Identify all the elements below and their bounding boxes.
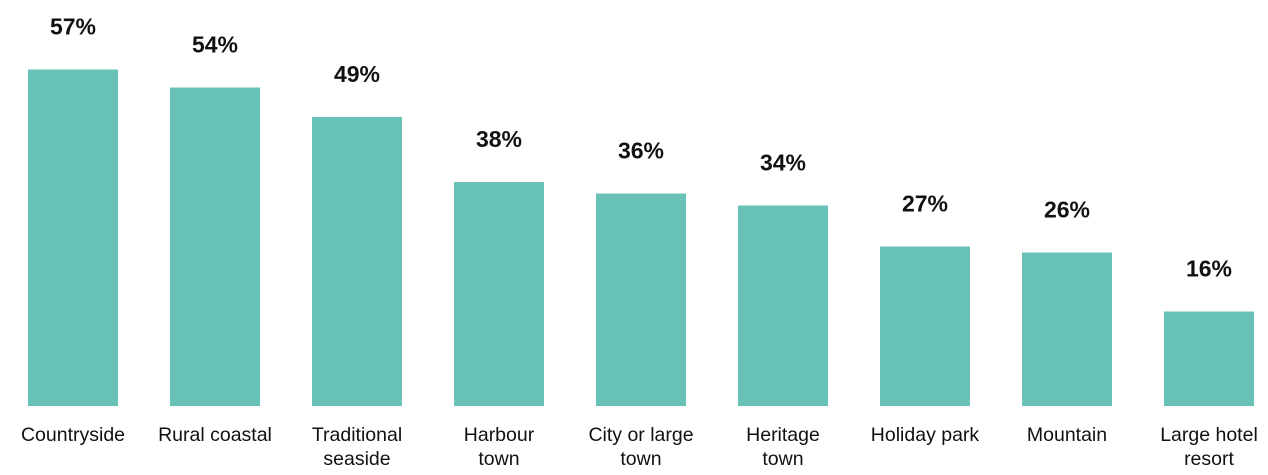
bars-group <box>28 69 1254 407</box>
bar <box>738 205 828 406</box>
data-label: 49% <box>334 61 380 87</box>
category-label: Countryside <box>21 424 125 446</box>
category-label-line: Rural coastal <box>158 424 272 446</box>
category-label-line: Traditional <box>312 424 402 446</box>
category-label-line: Countryside <box>21 424 125 446</box>
category-label: Large hotel resort <box>1160 424 1258 470</box>
category-label-line: Mountain <box>1027 424 1107 446</box>
data-label: 16% <box>1186 256 1232 282</box>
category-label: Holiday park <box>871 424 980 446</box>
category-label-line: town <box>478 448 519 470</box>
category-label: Harbour town <box>464 424 535 470</box>
bar <box>28 69 118 406</box>
category-label: Mountain <box>1027 424 1107 446</box>
data-label: 57% <box>50 14 96 40</box>
category-label-line: seaside <box>323 448 390 470</box>
category-label-line: Large hotel <box>1160 424 1258 446</box>
category-label-line: resort <box>1184 448 1234 470</box>
bar <box>1022 252 1112 406</box>
category-label-line: Harbour <box>464 424 535 446</box>
category-label-line: Heritage <box>746 424 820 446</box>
data-label: 26% <box>1044 197 1090 223</box>
category-label-line: town <box>620 448 661 470</box>
category-label: Rural coastal <box>158 424 272 446</box>
category-label-line: Holiday park <box>871 424 980 446</box>
category-label-line: City or large <box>588 424 693 446</box>
category-label: Traditional seaside <box>312 424 402 470</box>
bar <box>312 116 402 407</box>
bar <box>596 193 686 406</box>
value-labels-group: 57% 54% 49% 38% 36% 34% 27% 26% 16% <box>50 14 1232 282</box>
data-label: 36% <box>618 138 664 164</box>
category-label-line: town <box>762 448 803 470</box>
bar <box>170 87 260 407</box>
data-label: 34% <box>760 149 806 175</box>
data-label: 38% <box>476 126 522 152</box>
category-label: Heritage town <box>746 424 820 470</box>
bar <box>1164 311 1254 406</box>
data-label: 54% <box>192 31 238 57</box>
category-labels-group: Countryside Rural coastal Traditional seasi… <box>21 424 1258 470</box>
data-label: 27% <box>902 191 948 217</box>
bar <box>454 181 544 406</box>
category-label: City or large town <box>588 424 693 470</box>
bar <box>880 246 970 406</box>
